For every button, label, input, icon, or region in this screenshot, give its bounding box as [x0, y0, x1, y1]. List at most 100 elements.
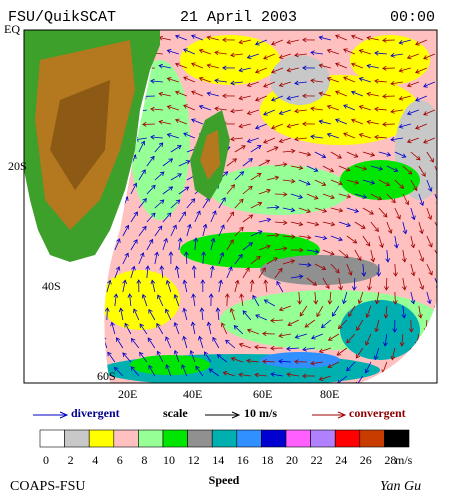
wind-arrow-head — [329, 251, 335, 256]
wind-arrow — [183, 308, 188, 321]
wind-arrow — [322, 249, 335, 255]
wind-arrow-head — [346, 193, 352, 199]
wind-arrow-head — [406, 110, 412, 116]
wind-arrow-head — [396, 368, 402, 374]
wind-arrow — [264, 299, 276, 307]
wind-arrow — [266, 257, 278, 265]
wind-arrow-head — [191, 90, 196, 95]
wind-arrow — [122, 225, 129, 237]
wind-arrow — [258, 160, 270, 167]
wind-arrow-head — [410, 243, 416, 249]
wind-arrow-head — [130, 337, 136, 343]
wind-arrow-head — [398, 123, 404, 129]
wind-arrow — [426, 235, 433, 248]
wind-arrow-head — [316, 312, 321, 318]
wind-arrow — [410, 207, 415, 220]
wind-arrow-head — [270, 372, 275, 377]
wind-arrow-head — [230, 356, 236, 362]
wind-arrow — [306, 221, 319, 226]
wind-arrow-head — [239, 226, 244, 232]
wind-arrow — [378, 151, 391, 156]
wind-arrow-head — [263, 279, 269, 284]
scale-label: scale — [163, 406, 188, 420]
wind-arrow-head — [401, 153, 407, 158]
wind-arrow-head — [302, 93, 307, 99]
wind-arrow — [399, 95, 411, 100]
wind-arrow — [122, 352, 132, 363]
wind-arrow-head — [294, 136, 299, 142]
wind-arrow-head — [278, 110, 284, 116]
wind-arrow-head — [202, 223, 208, 229]
wind-arrow — [218, 224, 225, 237]
wind-arrow — [374, 108, 387, 111]
wind-arrow — [355, 347, 364, 359]
wind-arrow — [278, 360, 291, 363]
wind-arrow-head — [414, 341, 420, 347]
lat-label: 20S — [8, 159, 27, 173]
wind-arrow-head — [222, 93, 227, 99]
wind-arrow — [218, 280, 222, 293]
wind-arrow — [147, 337, 156, 349]
wind-arrow — [390, 137, 403, 141]
wind-arrow — [271, 67, 284, 73]
wind-arrow-head — [398, 95, 404, 101]
wind-arrow — [401, 333, 404, 346]
wind-arrow — [370, 221, 379, 232]
wind-arrow-head — [233, 325, 239, 330]
wind-arrow — [165, 308, 172, 321]
wind-arrow — [170, 199, 181, 209]
wind-arrow — [276, 281, 284, 293]
wind-arrow — [362, 207, 374, 215]
wind-arrow-head — [343, 76, 348, 81]
wind-arrow-head — [230, 136, 235, 142]
wind-arrow-head — [392, 300, 398, 305]
wind-arrow-head — [356, 326, 361, 331]
wind-arrow — [279, 137, 291, 143]
wind-arrow — [254, 346, 267, 349]
wind-arrow — [372, 375, 380, 383]
wind-arrow-head — [239, 171, 245, 176]
colorbar-box — [236, 429, 262, 448]
wind-arrow-head — [321, 181, 327, 186]
wind-arrow — [167, 78, 179, 83]
wind-arrow-head — [321, 153, 327, 159]
wind-arrow-head — [345, 167, 351, 172]
wind-arrow-head — [305, 181, 311, 186]
wind-arrow — [255, 314, 268, 321]
wind-arrow-head — [390, 81, 395, 86]
wind-arrow — [263, 81, 276, 88]
wind-arrow-head — [208, 293, 214, 298]
wind-arrow-head — [248, 185, 253, 191]
wind-arrow — [217, 354, 228, 363]
wind-arrow — [386, 221, 392, 234]
wind-arrow — [370, 165, 383, 170]
wind-arrow — [338, 193, 351, 198]
wind-arrow — [286, 373, 299, 377]
wind-arrow — [423, 81, 436, 88]
wind-arrow-head — [246, 328, 252, 334]
wind-arrow — [415, 67, 428, 73]
wind-arrow-head — [166, 105, 172, 110]
wind-arrow — [330, 235, 343, 241]
wind-arrow-head — [145, 265, 151, 270]
wind-arrow — [314, 207, 327, 212]
wind-arrow-head — [245, 267, 250, 272]
wind-arrow — [214, 51, 227, 55]
wind-arrow-head — [263, 299, 269, 304]
wind-arrow — [191, 119, 204, 125]
wind-arrow-head — [133, 239, 138, 244]
wind-arrow-head — [312, 281, 317, 286]
wind-arrow-head — [364, 368, 370, 374]
wind-arrow — [174, 294, 180, 307]
wind-arrow — [375, 319, 380, 332]
wind-arrow — [394, 263, 397, 276]
wind-arrow-head — [210, 237, 216, 243]
wind-arrow — [201, 308, 204, 321]
wind-arrow-head — [320, 323, 326, 329]
wind-arrow — [279, 109, 291, 115]
wind-arrow-head — [232, 158, 238, 163]
wind-arrow — [154, 199, 165, 209]
wind-arrow-head — [246, 138, 252, 144]
wind-arrow — [131, 338, 140, 349]
wind-arrow-head — [374, 106, 379, 112]
